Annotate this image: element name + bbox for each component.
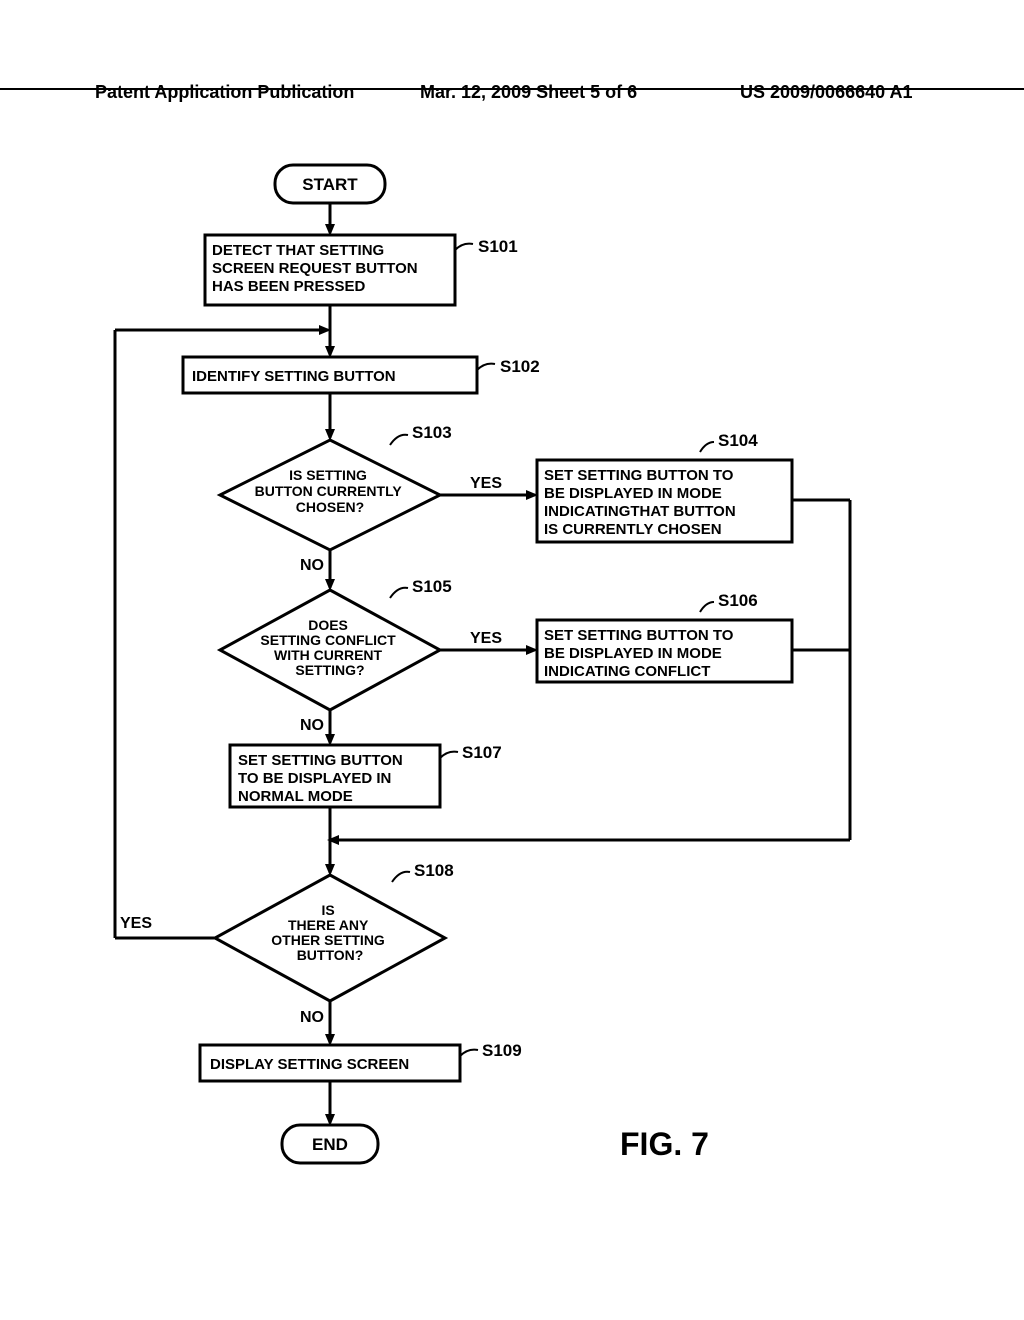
node-s106: SET SETTING BUTTON TO BE DISPLAYED IN MO… <box>537 591 792 682</box>
svg-text:YES: YES <box>120 915 152 932</box>
svg-text:SET SETTING BUTTON TO: SET SETTING BUTTON TO BE DISPLAYED IN MO… <box>544 467 740 538</box>
node-s107: SET SETTING BUTTON TO BE DISPLAYED IN NO… <box>230 743 502 807</box>
svg-text:S103: S103 <box>412 423 452 442</box>
svg-text:DISPLAY SETTING SCREEN: DISPLAY SETTING SCREEN <box>210 1056 409 1073</box>
svg-text:S107: S107 <box>462 743 502 762</box>
node-s102: IDENTIFY SETTING BUTTON S102 <box>183 357 540 393</box>
node-s105: DOES SETTING CONFLICT WITH CURRENT SETTI… <box>220 577 452 710</box>
flowchart: START DETECT THAT SETTINGSCREEN REQUEST … <box>0 140 1024 1270</box>
header-right: US 2009/0066640 A1 <box>740 82 912 103</box>
svg-text:NO: NO <box>300 717 324 734</box>
header-center: Mar. 12, 2009 Sheet 5 of 6 <box>420 82 637 103</box>
svg-text:S108: S108 <box>414 861 454 880</box>
node-s108: IS THERE ANY OTHER SETTING BUTTON? S108 <box>215 861 454 1001</box>
figure-label: FIG. 7 <box>620 1126 709 1162</box>
svg-text:SET SETTING BUTTON TO: SET SETTING BUTTON TO BE DISPLAYED IN MO… <box>544 627 738 680</box>
svg-text:S102: S102 <box>500 357 540 376</box>
node-end: END <box>282 1125 378 1163</box>
svg-text:YES: YES <box>470 475 502 492</box>
svg-text:START: START <box>302 175 358 194</box>
svg-text:IDENTIFY SETTING BUTTON: IDENTIFY SETTING BUTTON <box>192 368 396 385</box>
node-s104: SET SETTING BUTTON TO BE DISPLAYED IN MO… <box>537 431 792 542</box>
svg-text:S101: S101 <box>478 237 518 256</box>
node-start: START <box>275 165 385 203</box>
page-header: Patent Application Publication Mar. 12, … <box>0 82 1024 90</box>
header-left: Patent Application Publication <box>95 82 354 103</box>
node-s109: DISPLAY SETTING SCREEN S109 <box>200 1041 522 1081</box>
svg-text:S104: S104 <box>718 431 758 450</box>
svg-text:NO: NO <box>300 1009 324 1026</box>
svg-text:S106: S106 <box>718 591 758 610</box>
node-s101: DETECT THAT SETTINGSCREEN REQUEST BUTTON… <box>205 235 518 305</box>
svg-text:YES: YES <box>470 630 502 647</box>
svg-text:S105: S105 <box>412 577 452 596</box>
page: Patent Application Publication Mar. 12, … <box>0 0 1024 1320</box>
svg-text:NO: NO <box>300 557 324 574</box>
svg-text:END: END <box>312 1135 348 1154</box>
svg-text:S109: S109 <box>482 1041 522 1060</box>
node-s103: IS SETTING BUTTON CURRENTLY CHOSEN? S103 <box>220 423 452 550</box>
